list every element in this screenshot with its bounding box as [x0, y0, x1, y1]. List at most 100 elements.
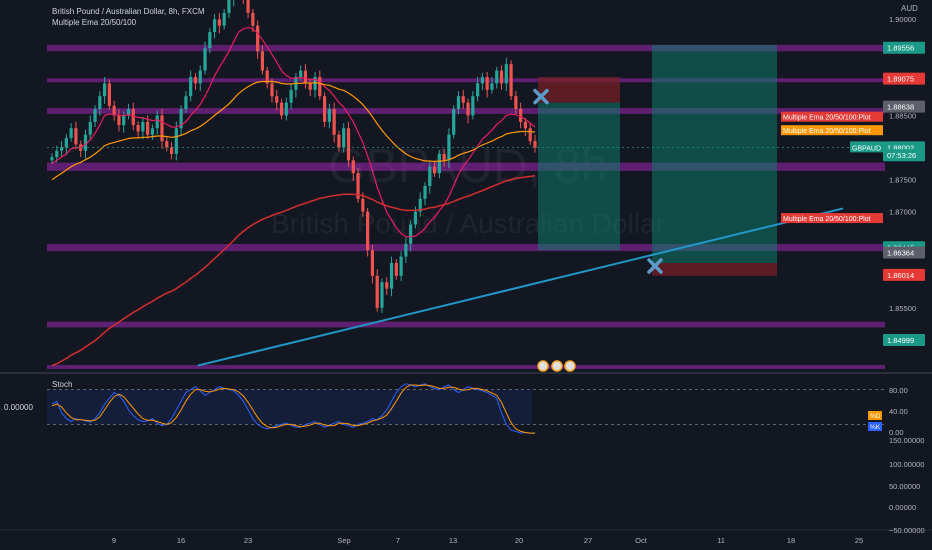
price-label-box	[883, 246, 925, 259]
candle-body	[366, 211, 370, 251]
candle-body	[466, 102, 470, 116]
candle-body	[260, 51, 265, 71]
candle-body	[399, 256, 403, 276]
price-label-box	[883, 268, 925, 281]
candle-body	[107, 83, 111, 106]
candle-body	[131, 109, 135, 126]
time-tick-label: 25	[855, 536, 863, 545]
candle-body	[490, 83, 494, 90]
candle-body	[169, 147, 174, 154]
position-stop-zone	[652, 262, 777, 276]
candle-body	[227, 0, 231, 13]
indicator-title[interactable]: Multiple Ema 20/50/100	[52, 18, 137, 27]
candle-body	[409, 224, 413, 244]
time-tick-label: 16	[177, 536, 185, 545]
time-tick-label: 18	[787, 536, 795, 545]
candle-body	[471, 96, 475, 116]
candle-body	[356, 173, 360, 199]
price-label-box	[883, 41, 925, 54]
stoch-legend-box	[868, 411, 882, 420]
currency-label[interactable]: AUD	[901, 4, 918, 13]
candle-body	[265, 70, 269, 84]
stoch-title[interactable]: Stoch	[52, 380, 73, 389]
zone-band	[47, 44, 885, 52]
time-tick-label: 27	[584, 536, 592, 545]
symbol-title[interactable]: British Pound / Australian Dollar, 8h, F…	[52, 7, 205, 16]
candle-body	[318, 76, 322, 97]
candle-body	[442, 153, 446, 161]
candle-body	[327, 109, 331, 122]
candle-body	[179, 109, 183, 129]
ema-lines	[51, 26, 536, 367]
stoch-value: 0.00000	[4, 403, 33, 412]
position-target-zone	[538, 102, 620, 251]
candle-body	[418, 198, 422, 212]
time-axis[interactable]: 9 16 23 Sep 7 13 20 27 Oct 11 18 25	[0, 529, 932, 545]
candle-body	[499, 70, 504, 84]
candle-body	[83, 134, 88, 151]
candle-body	[50, 157, 54, 161]
price-tick-label: 1.87500	[889, 176, 916, 185]
candle-body	[155, 115, 159, 129]
economic-events[interactable]	[537, 360, 576, 372]
zone-band	[47, 162, 885, 171]
zone-band	[47, 108, 885, 114]
ema-label-box	[781, 111, 883, 122]
position-boxes	[538, 44, 777, 276]
candle-body	[361, 198, 365, 212]
candle-body	[461, 96, 465, 103]
trendline[interactable]	[197, 207, 844, 367]
candle-body	[380, 282, 384, 308]
candle-body	[346, 128, 351, 161]
position-markers[interactable]	[533, 88, 663, 274]
ema50-line	[51, 80, 536, 181]
candle-body	[308, 83, 312, 90]
event-flag-icon	[537, 360, 549, 372]
stoch-tick-label: 100.00000	[889, 460, 924, 469]
candle-body	[69, 128, 73, 138]
candle-body	[98, 96, 102, 110]
candle-body	[351, 160, 355, 174]
candle-body	[519, 109, 523, 122]
time-tick-label: 23	[244, 536, 252, 545]
zone-band	[47, 78, 885, 83]
symbol-tag-box	[850, 141, 883, 153]
candle-body	[299, 70, 303, 77]
candle-body	[528, 128, 532, 142]
price-label-text: 1.84999	[887, 336, 914, 345]
zone-band	[47, 244, 885, 252]
candle-body	[174, 128, 178, 154]
ema-label-text: Multiple Ema 20/50/100:Plot	[783, 128, 871, 135]
candle-body	[126, 109, 131, 116]
candle-body	[64, 137, 68, 148]
time-tick-label: 20	[515, 536, 523, 545]
ema20-line	[51, 26, 536, 238]
price-label-text: 1.86364	[887, 248, 914, 257]
event-flag-icon	[564, 360, 576, 372]
candle-body	[428, 166, 432, 186]
candle-body	[112, 105, 116, 116]
price-tick-label: 1.85500	[889, 304, 916, 313]
stoch-legend-box	[868, 422, 882, 431]
price-axis[interactable]: 1.90000 1.88500 1.87500 1.87000 1.85500 1.895…	[781, 15, 925, 346]
stoch-legend-text: %D	[870, 413, 881, 420]
candle-body	[342, 128, 346, 148]
candle-body	[212, 19, 217, 33]
candle-body	[251, 12, 255, 26]
candle-body	[533, 141, 537, 148]
time-tick-label: 7	[396, 536, 400, 545]
support-resistance-zones	[47, 44, 885, 369]
price-label-text: 1.88638	[887, 103, 914, 112]
candle-body	[217, 19, 221, 26]
candle-body	[88, 121, 92, 135]
candle-body	[184, 96, 188, 110]
ema-label-text: Multiple Ema 20/50/100:Plot	[783, 216, 871, 223]
position-stop-zone	[538, 76, 620, 103]
price-label-text: 1.89556	[887, 44, 914, 53]
time-tick-label: 9	[112, 536, 116, 545]
candle-body	[141, 121, 145, 132]
time-tick-label: Sep	[337, 536, 350, 545]
candle-body	[480, 76, 484, 84]
